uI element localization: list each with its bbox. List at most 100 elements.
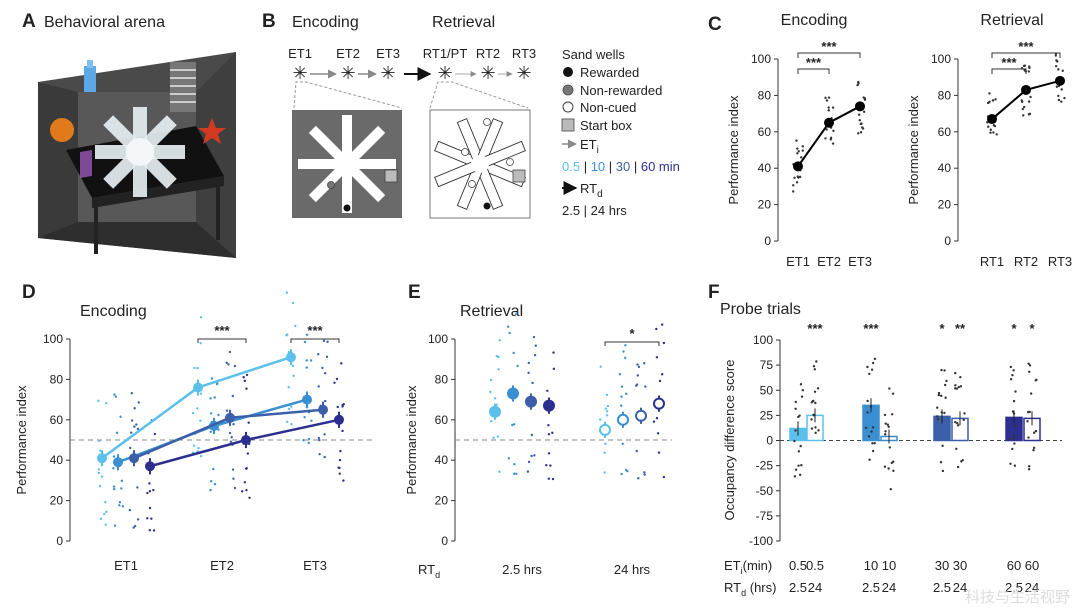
individual-dot [603,471,606,474]
individual-dot [825,128,828,131]
panel-d-mean-point [145,461,155,472]
panel-e-title: Retrieval [460,303,523,320]
individual-dot [798,473,802,477]
individual-dot [941,469,945,473]
individual-dot [199,341,202,345]
individual-dot [956,465,960,469]
individual-dot [1021,100,1024,104]
individual-dot [655,356,659,359]
panel-e-group-label: 24 hrs [614,562,651,577]
individual-dot [493,397,497,400]
start-box [384,169,398,183]
individual-dot [801,149,804,152]
panel-c-y-tick-label: 60 [758,125,772,139]
individual-dot [871,426,875,429]
individual-dot [513,462,516,466]
individual-dot [857,80,860,84]
panel-c: C Encoding 0 20 40 60 80 100 Performance index ET… [708,12,1072,269]
panel-e-sig-label: * [629,326,635,341]
individual-dot [1032,431,1036,434]
panel-e-group-label: 2.5 hrs [502,562,542,577]
individual-dot [1057,94,1060,98]
individual-dot [215,382,219,386]
individual-dot [303,340,307,344]
panel-f-et-value: 0.5 [789,558,807,573]
individual-dot [635,449,638,453]
panel-f-title: Probe trials [720,301,801,318]
individual-dot [497,355,500,359]
individual-dot [884,422,887,425]
individual-dot [1022,105,1026,109]
individual-dot [339,449,342,453]
star-cue-icon [198,118,226,144]
individual-dot [954,420,957,424]
individual-dot [1011,373,1014,377]
individual-dot [245,373,249,377]
individual-dot [943,383,947,387]
individual-dot [498,339,501,342]
noncued-well [506,158,514,166]
panel-c-mean-point [793,161,803,172]
individual-dot [120,479,124,483]
individual-dot [637,477,640,480]
individual-dot [620,472,623,476]
individual-dot [643,471,646,474]
individual-dot [1032,449,1035,452]
individual-dot [605,410,609,413]
individual-dot [310,419,313,422]
individual-dot [941,444,944,448]
individual-dot [832,129,835,133]
panel-a: A Behavioral arena [22,11,236,258]
panel-e-y-tick-label: 0 [441,534,448,548]
individual-dot [317,353,320,356]
panel-c-sig-label: *** [806,55,822,70]
individual-dot [992,124,996,127]
panel-c-y-tick-label: 100 [931,52,951,66]
panel-c-y-tick-label: 0 [944,234,951,248]
panel-e-mean-point [635,409,647,422]
individual-dot [606,404,610,408]
individual-dot [1022,114,1025,117]
individual-dot [1060,100,1063,103]
panel-f-et-value: 10 [882,558,896,573]
et1-label: ET1 [288,46,312,61]
individual-dot [890,413,894,416]
individual-dot [191,411,195,415]
panel-e-mean-point [653,397,665,410]
legend-startbox: Start box [580,118,633,133]
individual-dot [213,482,217,486]
individual-dot [1035,378,1038,382]
panel-e-mean-point [543,399,555,412]
individual-dot [864,426,868,429]
individual-dot [547,424,550,427]
individual-dot [794,468,798,471]
encoding-title: Encoding [292,14,359,31]
individual-dot [797,150,800,153]
individual-dot [197,446,200,450]
panel-f-sig-label: *** [863,321,879,336]
panel-c-mean-point [987,114,997,125]
individual-dot [516,364,519,368]
individual-dot [1009,378,1013,381]
individual-dot [657,451,661,454]
individual-dot [936,418,940,421]
individual-dot [960,460,963,463]
panel-f-y-tick-label: -100 [749,534,773,548]
individual-dot [318,438,321,442]
individual-dot [792,184,795,187]
individual-dot [1028,410,1031,414]
individual-dot [599,418,602,421]
individual-dot [992,131,995,134]
individual-dot [490,419,493,423]
individual-dot [285,334,288,337]
panel-f-et-value: 30 [953,558,967,573]
individual-dot [338,458,342,462]
panel-f-rt-value: 24 [953,580,967,595]
individual-dot [831,106,835,109]
panel-c-sig-label: *** [1018,39,1034,54]
individual-dot [868,458,871,461]
individual-dot [870,430,873,433]
individual-dot [121,504,125,508]
individual-dot [323,433,326,436]
individual-dot [940,368,943,372]
